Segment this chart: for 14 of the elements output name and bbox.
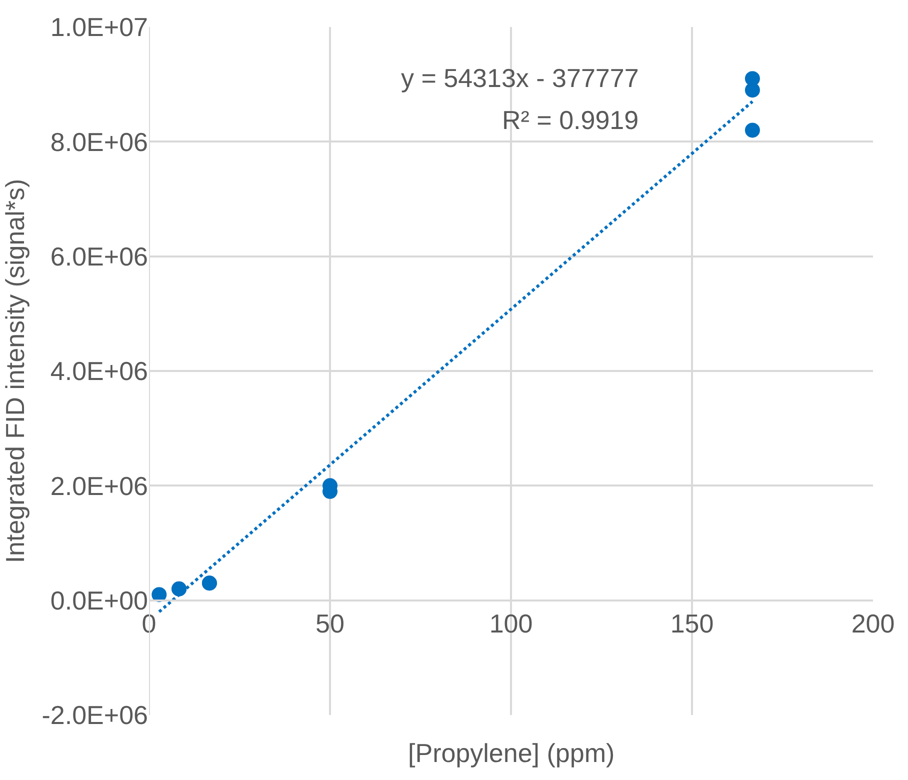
- annotation: y = 54313x - 377777: [401, 63, 639, 93]
- annotation: R² = 0.9919: [502, 105, 639, 135]
- y-tick-label: -2.0E+06: [42, 700, 148, 730]
- y-axis-title: Integrated FID intensity (signal*s): [0, 178, 30, 564]
- y-tick-label: 2.0E+06: [50, 470, 148, 501]
- y-tick-label: 6.0E+06: [50, 241, 148, 272]
- y-tick-label: 8.0E+06: [50, 126, 148, 157]
- x-tick-label: 100: [489, 608, 533, 639]
- x-tick-label: 50: [316, 608, 344, 639]
- y-tick-label: 1.0E+07: [50, 12, 148, 42]
- x-tick-label: 150: [670, 608, 714, 639]
- x-tick-label: 200: [851, 608, 895, 639]
- y-tick-label: 4.0E+06: [50, 356, 148, 386]
- x-axis-title: [Propylene] (ppm): [408, 738, 615, 768]
